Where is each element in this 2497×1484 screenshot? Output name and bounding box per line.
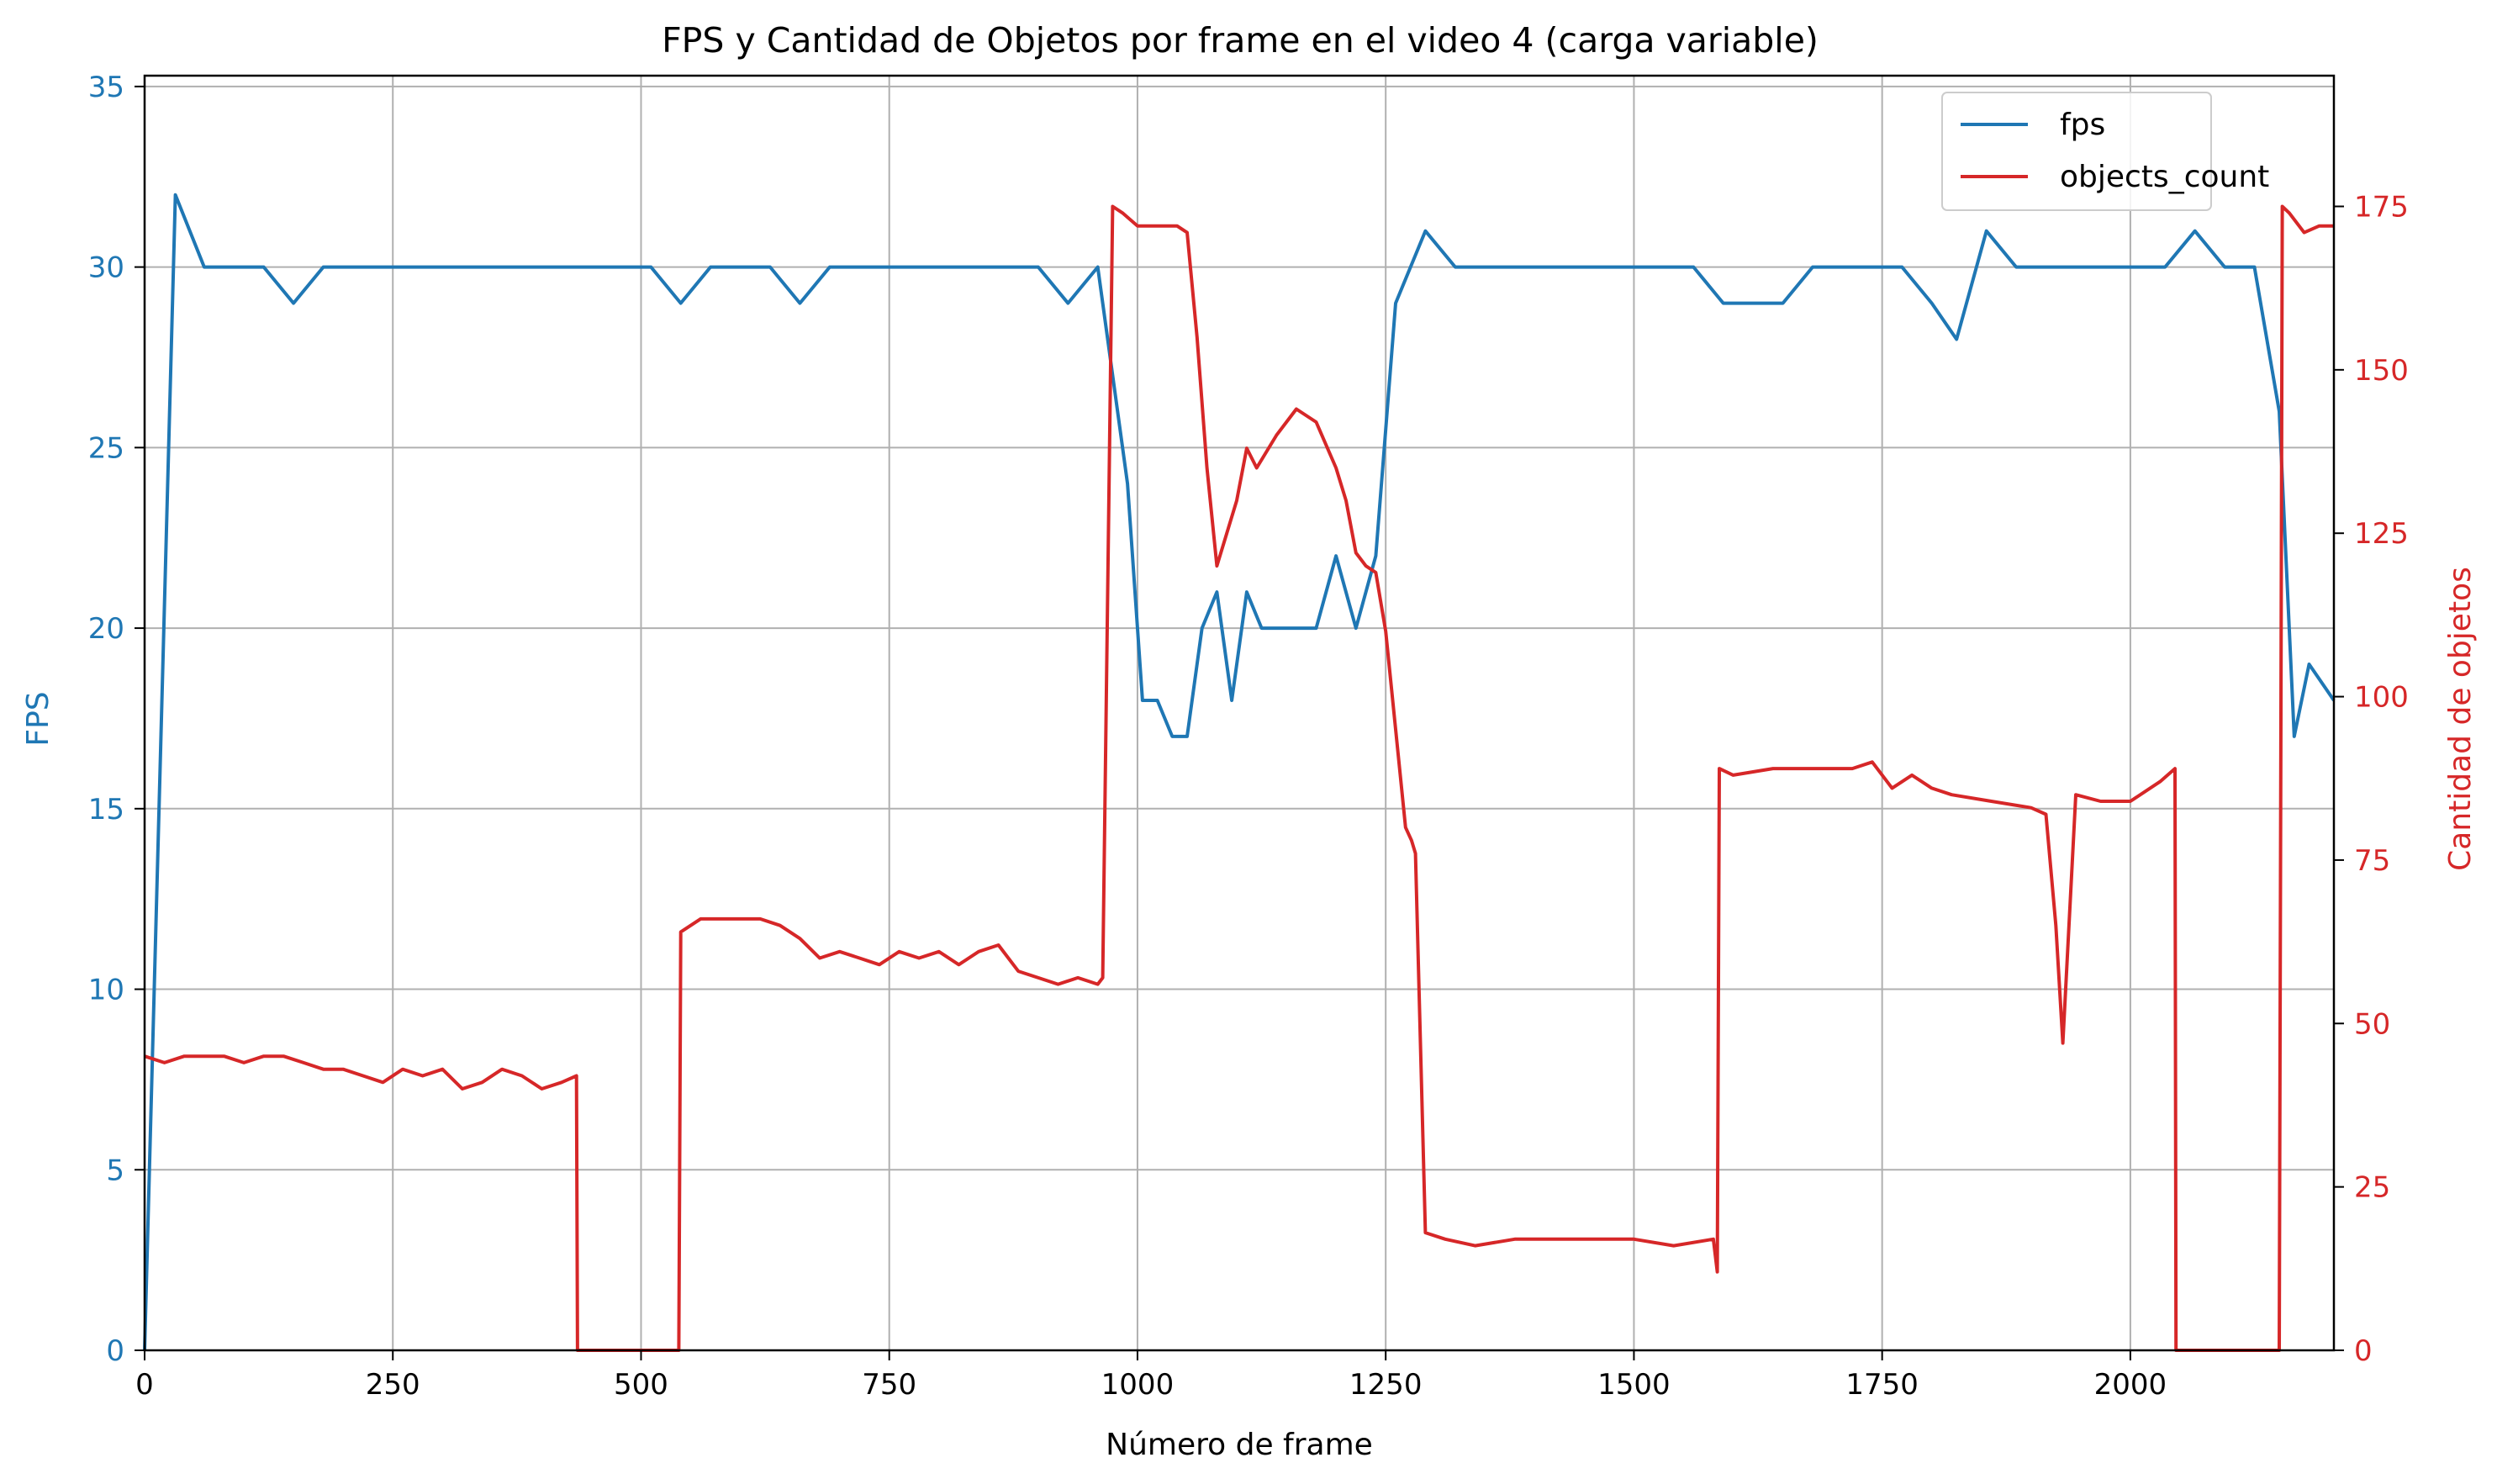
- legend-fps-label: fps: [2060, 108, 2105, 142]
- chart-title: FPS y Cantidad de Objetos por frame en e…: [662, 20, 1819, 61]
- series-line-fps: [143, 193, 2336, 1351]
- y-right-tick-label: 125: [2354, 517, 2409, 551]
- legend-objects-label: objects_count: [2060, 160, 2269, 194]
- x-tick-label: 0: [135, 1368, 154, 1402]
- y-left-tick-label: 10: [88, 974, 124, 1007]
- axes-frame: [143, 74, 2336, 1352]
- y-left-tick-label: 35: [88, 71, 124, 104]
- tick-layer: 0 250 500 750 1000 1250 1500 1750 20000510152025…: [88, 71, 2409, 1402]
- x-tick-label: 750: [862, 1368, 916, 1402]
- y-axis-right-label: Cantidad de objetos: [2443, 567, 2478, 871]
- y-right-tick-label: 25: [2354, 1171, 2390, 1205]
- x-tick-label: 1500: [1597, 1368, 1671, 1402]
- x-tick-label: 1000: [1101, 1368, 1175, 1402]
- x-tick-label: 1250: [1349, 1368, 1423, 1402]
- x-tick-label: 2000: [2094, 1368, 2167, 1402]
- y-right-tick-label: 75: [2354, 844, 2390, 878]
- y-right-tick-label: 100: [2354, 681, 2409, 715]
- y-right-tick-label: 0: [2354, 1334, 2373, 1368]
- y-left-tick-label: 0: [106, 1334, 124, 1368]
- legend-box: [1941, 92, 2212, 211]
- plot-frame: [143, 74, 2336, 1352]
- grid-lines: [144, 76, 2334, 1351]
- x-tick-label: 1750: [1845, 1368, 1919, 1402]
- y-right-tick-label: 50: [2354, 1007, 2390, 1041]
- y-left-tick-label: 30: [88, 251, 124, 285]
- y-left-tick-label: 15: [88, 793, 124, 826]
- y-axis-left-label: FPS: [21, 691, 55, 746]
- y-right-tick-label: 175: [2354, 190, 2409, 224]
- series-line-objects-count: [144, 204, 2334, 1352]
- y-right-tick-label: 150: [2354, 354, 2409, 388]
- series-layer: [143, 193, 2336, 1352]
- legend: fps objects_count: [1941, 92, 2269, 211]
- y-left-tick-label: 5: [106, 1154, 124, 1187]
- x-tick-label: 500: [614, 1368, 668, 1402]
- x-tick-label: 250: [366, 1368, 420, 1402]
- y-left-tick-label: 25: [88, 431, 124, 465]
- x-axis-label: Número de frame: [1106, 1428, 1373, 1462]
- y-left-tick-label: 20: [88, 612, 124, 646]
